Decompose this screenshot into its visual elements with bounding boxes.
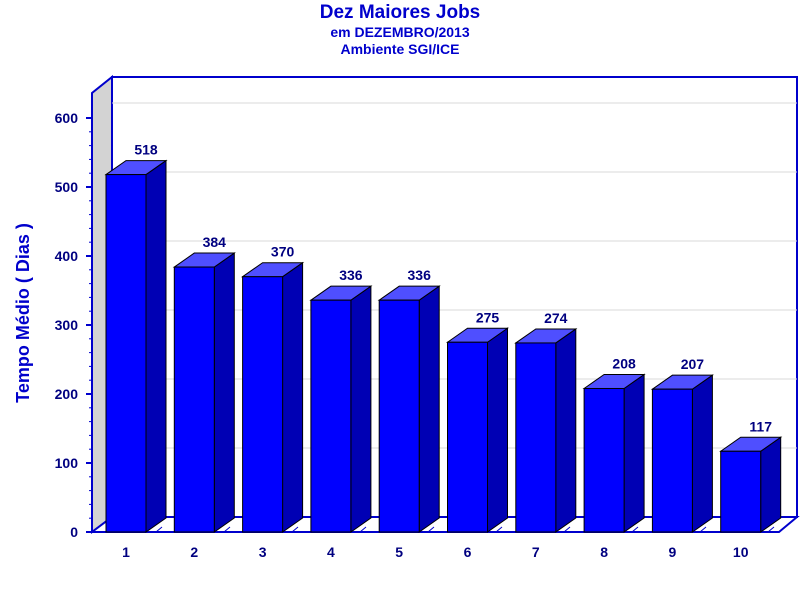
- bar-side: [691, 374, 713, 533]
- x-tick-label: 10: [733, 544, 749, 560]
- x-tick-label: 6: [464, 544, 472, 560]
- x-tick-label: 2: [190, 544, 198, 560]
- bars: 518 384 370 336 336 275 274 208 207 117: [104, 142, 783, 533]
- floor-hatch: [155, 526, 163, 533]
- bar: [514, 327, 578, 533]
- bar-side: [282, 261, 304, 533]
- bar: [104, 159, 168, 533]
- bar-front: [173, 266, 215, 533]
- x-axis: 1 2 3 4 5 6 7 8 9 10: [122, 544, 749, 560]
- data-label: 207: [681, 356, 705, 372]
- bar: [309, 285, 373, 533]
- floor-hatch: [699, 526, 707, 533]
- bar: [445, 327, 510, 533]
- x-tick-label: 3: [259, 544, 267, 560]
- x-tick-label: 5: [395, 544, 403, 560]
- chart-title: Dez Maiores Jobs: [319, 2, 481, 23]
- data-label: 336: [408, 267, 432, 283]
- y-tick-label: 200: [55, 386, 79, 402]
- floor-hatch: [563, 526, 571, 533]
- bar-front: [310, 299, 352, 533]
- bar: [377, 285, 441, 533]
- data-label: 518: [134, 142, 158, 158]
- bar-front: [583, 387, 625, 533]
- y-tick-label: 100: [55, 455, 79, 471]
- bar-front: [378, 299, 420, 533]
- bar-side: [213, 252, 235, 533]
- chart-subtitle-1: em DEZEMBRO/2013: [330, 24, 470, 40]
- bar-front: [651, 388, 693, 533]
- bar: [650, 374, 714, 533]
- bar: [582, 373, 646, 533]
- data-label: 274: [544, 310, 568, 326]
- data-label: 370: [271, 244, 295, 260]
- bar-front: [242, 276, 284, 533]
- floor-hatch: [767, 526, 775, 533]
- bar-side: [145, 159, 167, 533]
- x-tick-label: 4: [327, 544, 335, 560]
- bar-side: [418, 285, 440, 533]
- floor-hatch: [427, 526, 435, 533]
- bar-front: [447, 341, 488, 533]
- y-tick-label: 400: [55, 248, 79, 264]
- x-tick-label: 8: [600, 544, 608, 560]
- data-label: 208: [612, 355, 636, 371]
- x-tick-label: 9: [669, 544, 677, 560]
- bar: [241, 261, 305, 533]
- x-tick-label: 1: [122, 544, 130, 560]
- y-tick-label: 300: [55, 317, 79, 333]
- bar-front: [515, 342, 557, 533]
- bar-side: [350, 285, 372, 533]
- floor-hatch: [223, 526, 231, 533]
- chart-subtitle-2: Ambiente SGI/ICE: [340, 41, 460, 57]
- y-axis-title: Tempo Médio ( Dias ): [13, 223, 33, 403]
- floor-hatch: [631, 526, 639, 533]
- y-axis: 0 100 200 300 400 500 600: [55, 110, 92, 540]
- bar-side: [555, 327, 577, 533]
- data-label: 275: [476, 309, 500, 325]
- data-label: 384: [203, 234, 227, 250]
- bar-front: [720, 450, 762, 533]
- bar-side: [760, 436, 782, 533]
- floor-hatch: [495, 526, 503, 533]
- bar: [719, 436, 783, 533]
- y-tick-label: 0: [70, 524, 78, 540]
- bar-side: [623, 373, 645, 533]
- y-tick-label: 600: [55, 110, 79, 126]
- bar-front: [105, 174, 147, 533]
- floor-hatch: [359, 526, 367, 533]
- bar: [172, 252, 236, 533]
- data-label: 336: [339, 267, 363, 283]
- data-label: 117: [749, 418, 772, 434]
- x-tick-label: 7: [532, 544, 540, 560]
- chart-title-block: Dez Maiores Jobs em DEZEMBRO/2013 Ambien…: [0, 2, 800, 58]
- bar-side: [487, 327, 508, 533]
- y-tick-label: 500: [55, 179, 79, 195]
- floor-hatch: [291, 526, 299, 533]
